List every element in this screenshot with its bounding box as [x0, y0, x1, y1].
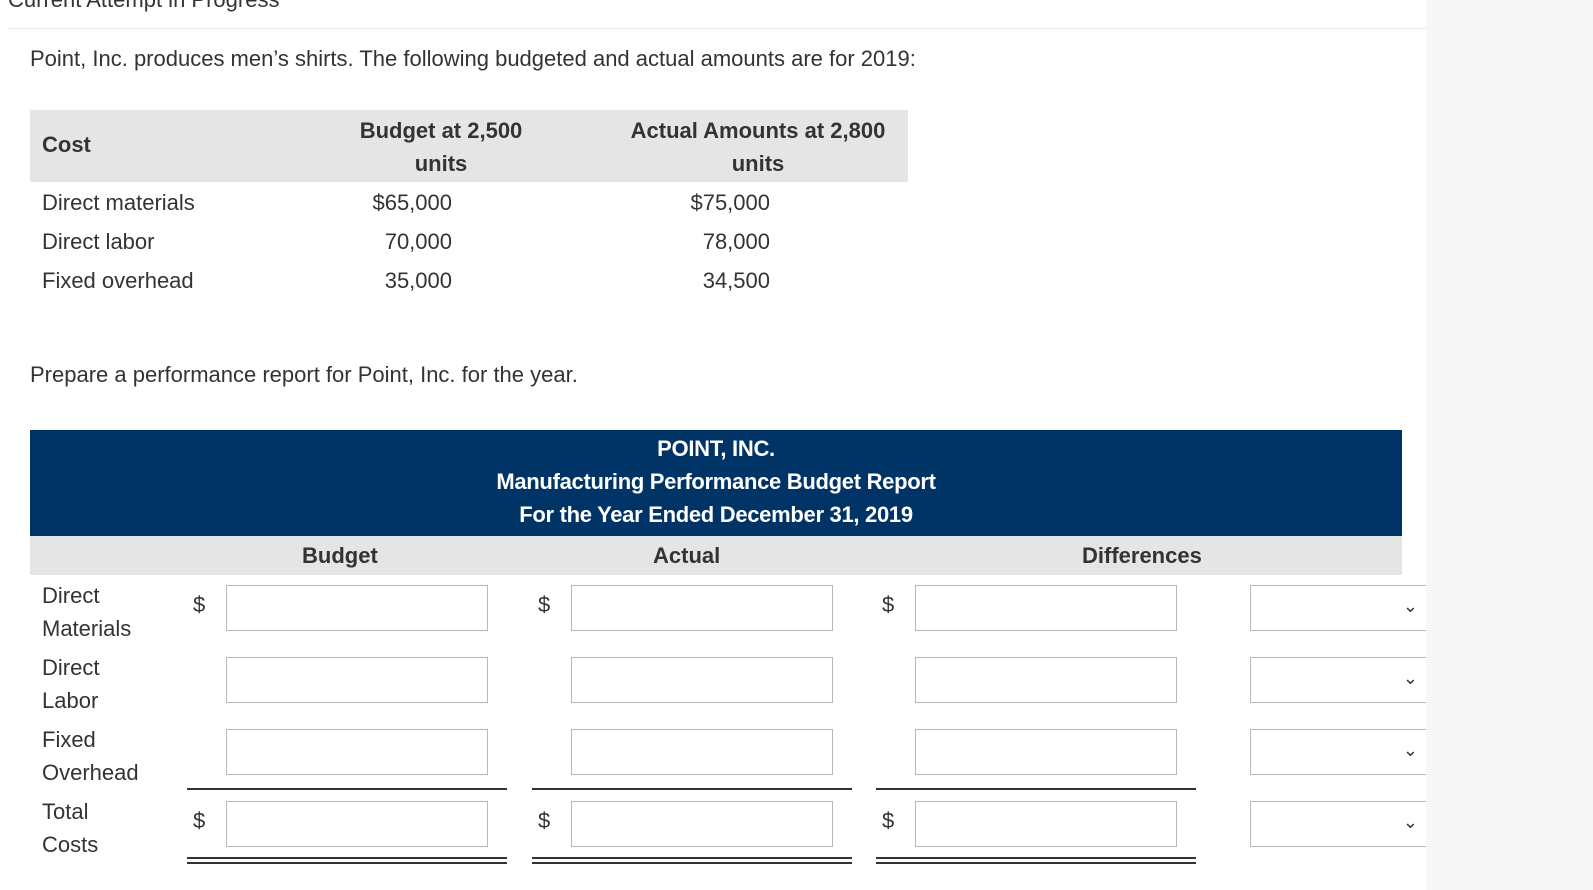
total-costs-budget-input[interactable]: [226, 801, 488, 847]
attempt-status-header: Current Attempt in Progress: [8, 0, 1426, 29]
chevron-down-icon: ⌄: [1402, 596, 1418, 616]
total-double-underline: [876, 857, 1196, 864]
fixed-overhead-actual-input[interactable]: [571, 729, 833, 775]
budget-amount: $65,000: [372, 190, 452, 215]
report-title-banner: POINT, INC. Manufacturing Performance Bu…: [30, 430, 1402, 536]
direct-labor-budget-input[interactable]: [226, 657, 488, 703]
direct-labor-difference-type-select[interactable]: ⌄: [1250, 657, 1426, 703]
chevron-down-icon: ⌄: [1402, 812, 1418, 832]
report-column-headers: Budget Actual Differences: [30, 536, 1402, 575]
total-costs-difference-input[interactable]: [915, 801, 1177, 847]
direct-materials-budget-input[interactable]: [226, 585, 488, 631]
dollar-sign: $: [193, 592, 206, 617]
direct-materials-difference-type-select[interactable]: ⌄: [1250, 585, 1426, 631]
row-label: Direct Materials: [42, 583, 132, 641]
performance-report: POINT, INC. Manufacturing Performance Bu…: [30, 430, 1426, 864]
actual-column-header: Actual Amounts at 2,800 units: [630, 118, 886, 176]
report-row-fixed-overhead: Fixed Overhead ⌄: [30, 719, 1426, 791]
row-label: Fixed overhead: [42, 268, 194, 293]
total-double-underline: [532, 857, 852, 864]
attempt-status-label: Current Attempt in Progress: [8, 0, 279, 12]
budget-amount: 35,000: [384, 268, 452, 293]
total-double-underline: [187, 857, 507, 864]
dollar-sign: $: [882, 592, 895, 617]
budget-amount: 70,000: [384, 229, 452, 254]
dollar-sign: $: [882, 808, 895, 833]
budget-column-header: Budget at 2,500 units: [359, 118, 523, 176]
total-costs-difference-type-select[interactable]: ⌄: [1250, 801, 1426, 847]
dollar-sign: $: [538, 808, 551, 833]
question-panel: Current Attempt in Progress Point, Inc. …: [8, 0, 1426, 890]
actual-amount: $75,000: [690, 190, 770, 215]
row-label: Direct materials: [42, 190, 195, 215]
row-label: Fixed Overhead: [42, 727, 139, 785]
row-label: Direct labor: [42, 229, 155, 254]
chevron-down-icon: ⌄: [1402, 740, 1418, 760]
budget-column-header: Budget: [302, 543, 378, 568]
subtotal-underline: [532, 788, 852, 790]
report-row-direct-materials: Direct Materials $ $ $ ⌄: [30, 575, 1426, 647]
row-label: Total Costs: [42, 799, 99, 857]
differences-column-header: Differences: [1082, 543, 1202, 568]
cost-column-header: Cost: [42, 132, 91, 157]
row-label: Direct Labor: [42, 655, 100, 713]
direct-materials-difference-input[interactable]: [915, 585, 1177, 631]
actual-column-header: Actual: [653, 543, 721, 568]
dollar-sign: $: [538, 592, 551, 617]
report-row-direct-labor: Direct Labor ⌄: [30, 647, 1426, 719]
table-row: Fixed overhead 35,000 34,500: [30, 262, 908, 301]
fixed-overhead-budget-input[interactable]: [226, 729, 488, 775]
subtotal-underline: [187, 788, 507, 790]
subtotal-underline: [876, 788, 1196, 790]
cost-table-header: Cost Budget at 2,500 units Actual Amount…: [30, 110, 908, 182]
table-row: Direct labor 70,000 78,000: [30, 223, 908, 262]
cost-data-table: Cost Budget at 2,500 units Actual Amount…: [30, 110, 908, 301]
direct-labor-actual-input[interactable]: [571, 657, 833, 703]
report-period: For the Year Ended December 31, 2019: [519, 502, 913, 527]
fixed-overhead-difference-type-select[interactable]: ⌄: [1250, 729, 1426, 775]
direct-materials-actual-input[interactable]: [571, 585, 833, 631]
direct-labor-difference-input[interactable]: [915, 657, 1177, 703]
report-company: POINT, INC.: [657, 436, 775, 461]
actual-amount: 78,000: [702, 229, 770, 254]
total-costs-actual-input[interactable]: [571, 801, 833, 847]
actual-amount: 34,500: [702, 268, 770, 293]
fixed-overhead-difference-input[interactable]: [915, 729, 1177, 775]
chevron-down-icon: ⌄: [1402, 668, 1418, 688]
report-title: Manufacturing Performance Budget Report: [496, 469, 936, 494]
right-gutter: [1426, 0, 1593, 890]
report-row-total-costs: Total Costs $ $ $ ⌄: [30, 791, 1426, 864]
table-row: Direct materials $65,000 $75,000: [30, 184, 908, 223]
problem-intro: Point, Inc. produces men’s shirts. The f…: [30, 46, 916, 71]
dollar-sign: $: [193, 808, 206, 833]
problem-instruction: Prepare a performance report for Point, …: [30, 362, 578, 387]
